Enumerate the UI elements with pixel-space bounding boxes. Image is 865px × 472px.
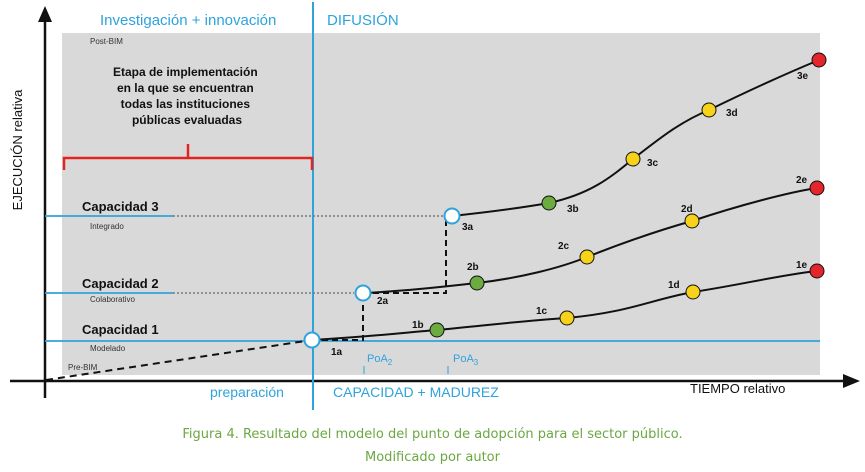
point-label: 1b	[412, 320, 424, 331]
point-label: 2a	[377, 296, 389, 307]
point-label: 3e	[797, 71, 809, 82]
point-marker	[809, 180, 825, 196]
point-label: 2d	[681, 204, 693, 215]
capacity-title: Capacidad 3	[82, 199, 159, 214]
point-2d: 2d	[681, 204, 700, 229]
point-label: 2e	[796, 175, 808, 186]
point-1c: 1c	[536, 306, 575, 326]
point-3a: 3a	[443, 207, 474, 233]
point-marker	[303, 331, 321, 349]
capacity-level-1: Capacidad 1 Modelado	[45, 322, 820, 353]
figure-caption: Figura 4. Resultado del modelo del punto…	[182, 427, 683, 442]
capacity-level-2: Capacidad 2 Colaborativo	[45, 276, 354, 304]
point-marker	[559, 310, 575, 326]
point-3d: 3d	[701, 102, 738, 119]
poa-label: PoA2	[367, 353, 393, 367]
point-3e: 3e	[797, 52, 827, 82]
point-2e: 2e	[796, 175, 825, 196]
footer-preparation: preparación	[210, 384, 284, 400]
transition-dashed-2-3	[363, 216, 447, 294]
note-line: en la que se encuentran	[117, 81, 254, 95]
capacity-title: Capacidad 2	[82, 276, 159, 291]
implementation-bracket	[62, 144, 314, 170]
point-marker	[625, 151, 641, 167]
implementation-note: Etapa de implementación en la que se enc…	[113, 65, 261, 127]
poa-label: PoA3	[453, 353, 479, 367]
poa-base: PoA	[453, 353, 474, 365]
point-label: 3d	[726, 108, 738, 119]
point-3b: 3b	[541, 195, 579, 215]
transition-dashed-1-2	[312, 293, 364, 341]
point-2a: 2a	[354, 284, 389, 307]
point-label: 1e	[796, 260, 808, 271]
point-marker	[579, 249, 595, 265]
figure-caption-credit: Modificado por autor	[365, 450, 500, 465]
y-axis-label: EJECUCIÓN relativa	[10, 89, 25, 210]
point-marker	[811, 52, 827, 68]
point-1d: 1d	[668, 280, 701, 300]
note-line: todas las instituciones	[121, 97, 251, 111]
header-diffusion: DIFUSIÓN	[327, 12, 399, 29]
poa-base: PoA	[367, 353, 388, 365]
prebim-dashed-line	[45, 339, 313, 381]
capacity-subtitle: Integrado	[90, 222, 124, 231]
poa-subscript: 3	[474, 358, 479, 367]
point-marker	[429, 322, 445, 338]
band-label-pre-bim: Pre-BIM	[68, 363, 98, 372]
point-label: 2c	[558, 241, 570, 252]
point-label: 2b	[467, 262, 479, 273]
point-marker	[809, 263, 825, 279]
header-research: Investigación + innovación	[100, 12, 276, 29]
x-axis-label: TIEMPO relativo	[690, 381, 785, 396]
point-marker	[541, 195, 557, 211]
poa-subscript: 2	[388, 358, 393, 367]
poa-marker-2: PoA2	[363, 353, 393, 374]
point-marker	[685, 284, 701, 300]
y-axis-arrow-icon	[38, 6, 52, 22]
point-2b: 2b	[467, 262, 485, 291]
point-label: 1a	[331, 347, 343, 358]
note-line: públicas evaluadas	[132, 113, 242, 127]
point-marker	[701, 102, 717, 118]
point-label: 1c	[536, 306, 548, 317]
point-marker	[684, 213, 700, 229]
point-1b: 1b	[412, 320, 445, 338]
capacity-subtitle: Modelado	[90, 344, 126, 353]
point-1e: 1e	[796, 260, 825, 279]
point-label: 3b	[567, 204, 579, 215]
point-marker	[354, 284, 372, 302]
point-label: 3a	[462, 222, 474, 233]
point-2c: 2c	[558, 241, 595, 265]
background-band	[62, 33, 820, 375]
point-3c: 3c	[625, 151, 659, 169]
capacity-subtitle: Colaborativo	[90, 295, 135, 304]
point-marker	[469, 275, 485, 291]
point-1a: 1a	[303, 331, 343, 358]
band-label-post-bim: Post-BIM	[90, 37, 123, 46]
capacity-title: Capacidad 1	[82, 322, 159, 337]
x-axis-arrow-icon	[843, 374, 860, 388]
point-marker	[443, 207, 461, 225]
point-label: 3c	[647, 158, 659, 169]
footer-capacity-maturity: CAPACIDAD + MADUREZ	[333, 384, 499, 400]
note-line: Etapa de implementación	[113, 65, 258, 79]
point-label: 1d	[668, 280, 680, 291]
capacity-level-3: Capacidad 3 Integrado	[45, 199, 446, 231]
poa-marker-3: PoA3	[447, 353, 479, 374]
